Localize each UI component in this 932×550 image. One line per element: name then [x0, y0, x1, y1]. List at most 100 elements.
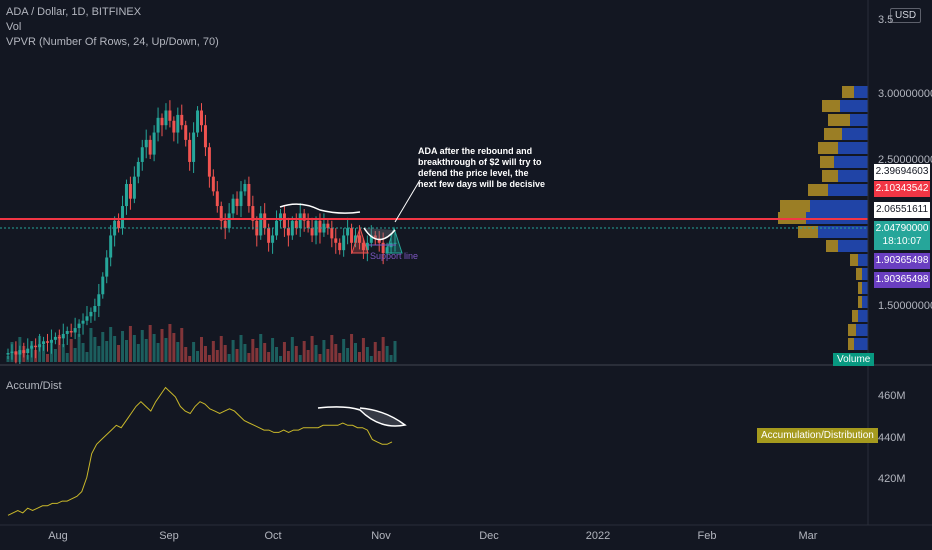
candle-body: [101, 276, 105, 295]
candle-body: [302, 213, 306, 221]
volume-bar: [156, 343, 160, 362]
vpvr-row-down: [808, 184, 828, 196]
time-axis-label: Sep: [159, 530, 179, 542]
vpvr-row-up: [856, 324, 868, 336]
volume-bar: [282, 342, 286, 362]
vol-indicator-label[interactable]: Vol: [6, 21, 22, 33]
vpvr-row-up: [818, 226, 868, 238]
accum-axis-label: 420M: [878, 473, 906, 485]
volume-bar: [365, 347, 369, 362]
currency-button[interactable]: USD: [890, 8, 922, 23]
volume-bar: [361, 338, 365, 362]
time-axis-label: Oct: [264, 530, 282, 542]
candle-body: [196, 110, 200, 133]
price-axis-label: 3.00000000: [878, 88, 932, 100]
volume-bar: [271, 338, 275, 362]
candle-body: [219, 206, 223, 221]
candle-body: [215, 191, 219, 207]
volume-bar: [192, 342, 196, 362]
candle-body: [207, 147, 211, 177]
annotation-note[interactable]: ADA after the rebound and breakthrough o…: [418, 146, 546, 189]
candle-body: [369, 235, 373, 243]
vpvr-row-down: [826, 240, 838, 252]
candle-body: [81, 320, 85, 324]
vpvr-row-down: [822, 170, 838, 182]
volume-bar: [152, 334, 156, 362]
price-tag: 2.39694603: [874, 164, 930, 180]
candle-body: [393, 242, 397, 244]
volume-bar: [393, 341, 397, 362]
candle-body: [6, 353, 10, 355]
candle-body: [310, 228, 314, 236]
vpvr-row-down: [818, 142, 838, 154]
candle-body: [322, 223, 326, 233]
accum-dist-line: [7, 386, 393, 516]
volume-bar: [188, 356, 192, 362]
vpvr-row-up: [850, 114, 868, 126]
vpvr-row-up: [840, 100, 868, 112]
candle-body: [377, 238, 381, 243]
volume-bar: [381, 337, 385, 362]
volume-bar: [184, 347, 188, 362]
volume-bar: [136, 344, 140, 362]
candle-body: [354, 235, 358, 243]
volume-bar: [235, 349, 239, 362]
volume-bar: [97, 346, 101, 362]
symbol-title[interactable]: ADA / Dollar, 1D, BITFINEX: [6, 6, 142, 18]
volume-bar: [239, 335, 243, 362]
candle-body: [251, 206, 255, 221]
time-axis-label: Feb: [697, 530, 717, 542]
candle-body: [346, 228, 350, 236]
candle-body: [211, 176, 215, 192]
candle-body: [22, 350, 26, 354]
support-line-label[interactable]: Support line: [370, 251, 419, 261]
time-axis-label: Mar: [798, 530, 818, 542]
volume-bar: [211, 341, 215, 362]
volume-bar: [310, 336, 314, 362]
volume-bar: [140, 330, 144, 362]
vpvr-row-up: [862, 282, 868, 294]
candle-body: [180, 114, 184, 126]
vpvr-row-down: [822, 100, 840, 112]
candle-body: [235, 198, 239, 207]
candle-body: [89, 311, 93, 317]
candle-body: [338, 242, 342, 251]
candle-body: [357, 235, 361, 243]
cup-pattern: [279, 179, 421, 254]
candle-body: [164, 110, 168, 126]
vpvr-profile: [778, 86, 868, 350]
price-tag: 1.90365498: [874, 253, 930, 269]
candle-body: [14, 351, 18, 355]
candle-body: [342, 235, 346, 251]
candle-body: [259, 213, 263, 236]
volume-bar: [160, 329, 164, 362]
vpvr-row-up: [862, 268, 868, 280]
volume-bar: [346, 348, 350, 362]
price-tag: 2.06551611: [874, 202, 930, 218]
candle-body: [286, 228, 290, 236]
candle-body: [227, 213, 231, 229]
candle-body: [57, 336, 61, 339]
candle-body: [334, 238, 338, 243]
volume-bar: [259, 334, 263, 362]
candle-body: [184, 125, 188, 140]
price-axis-label: 1.50000000: [878, 300, 932, 312]
candle-body: [168, 110, 172, 121]
volume-bar: [200, 337, 203, 362]
accum-dist-title[interactable]: Accum/Dist: [6, 380, 62, 392]
candle-body: [160, 117, 164, 126]
volume-bar: [203, 346, 207, 362]
volume-bar: [255, 348, 259, 362]
candle-body: [65, 331, 69, 334]
price-tag: 1.90365498: [874, 272, 930, 288]
candle-body: [172, 120, 176, 133]
candle-body: [203, 125, 207, 148]
candle-body: [350, 228, 354, 243]
volume-bar: [42, 345, 46, 362]
vpvr-indicator-label[interactable]: VPVR (Number Of Rows, 24, Up/Down, 70): [6, 36, 219, 48]
volume-bar: [243, 344, 247, 362]
candle-body: [34, 345, 38, 348]
candle-body: [38, 344, 42, 348]
candle-body: [77, 323, 81, 329]
volume-bar: [357, 352, 361, 362]
